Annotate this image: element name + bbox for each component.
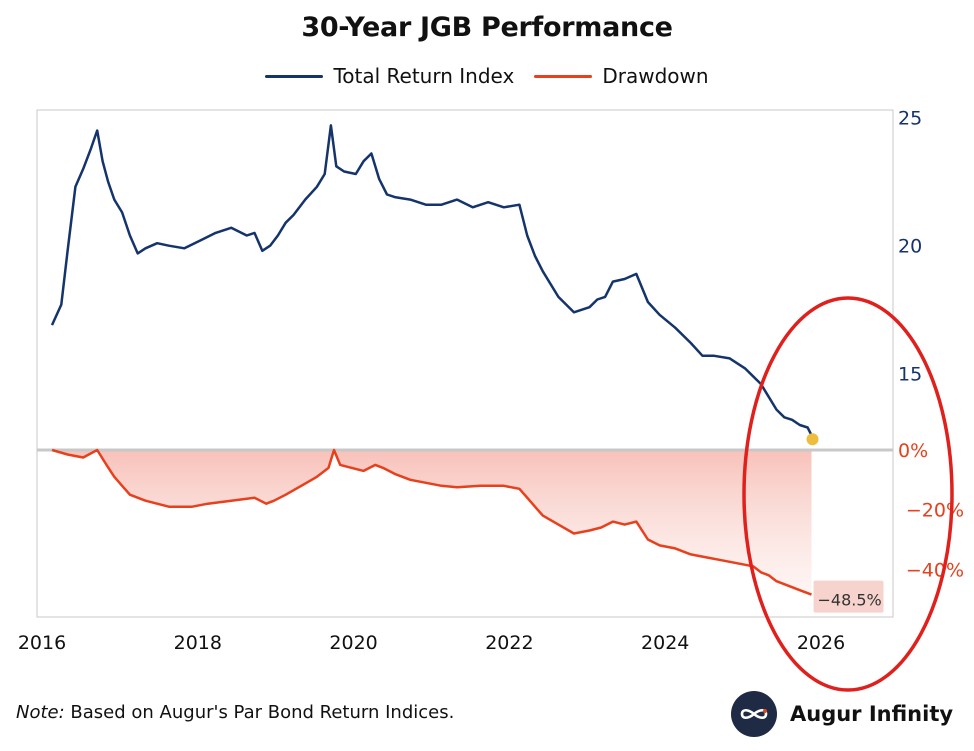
- infinity-icon: [731, 691, 777, 737]
- y-axis-top: 25 20 15: [898, 108, 922, 386]
- series-total-return-line: [50, 124, 813, 436]
- last-value-label-box: [813, 580, 884, 613]
- x-tick-label: 2022: [485, 632, 533, 654]
- y-tick-label-top: 15: [898, 364, 922, 386]
- x-tick-label: 2026: [797, 632, 845, 654]
- legend-swatch-total-return: [265, 74, 324, 78]
- x-tick-label: 2020: [329, 632, 377, 654]
- y-tick-label-bottom: −40%: [906, 559, 964, 581]
- series-drawdown-line: [51, 448, 812, 596]
- y-tick-label-bottom: −20%: [906, 500, 964, 522]
- x-tick-label: 2024: [641, 632, 689, 654]
- last-point-marker: [806, 433, 819, 446]
- plot-frame: [36, 109, 894, 618]
- annotation-circle: [742, 296, 954, 692]
- brand-logo: Augur Infinity: [730, 690, 953, 738]
- legend-label-total-return: Total Return Index: [333, 64, 515, 88]
- brand-name: Augur Infinity: [790, 702, 954, 726]
- note-text: Based on Augur's Par Bond Return Indices…: [70, 702, 455, 723]
- chart-legend: Total Return Index Drawdown: [0, 64, 974, 88]
- y-tick-label-top: 25: [898, 108, 922, 130]
- x-tick-label: 2016: [18, 632, 66, 654]
- note-label: Note:: [16, 702, 65, 723]
- x-axis: 2016 2018 2020 2022 2024 2026: [18, 632, 845, 654]
- x-tick-label: 2018: [174, 632, 222, 654]
- y-tick-label-bottom: 0%: [898, 440, 928, 462]
- legend-item-drawdown: Drawdown: [534, 64, 709, 88]
- footer-note: Note: Based on Augur's Par Bond Return I…: [16, 702, 454, 723]
- drawdown-area: [52, 450, 812, 595]
- y-axis-bottom: 0% −20% −40%: [898, 440, 964, 581]
- legend-label-drawdown: Drawdown: [602, 64, 709, 88]
- chart-title: 30-Year JGB Performance: [301, 12, 673, 43]
- last-value-label: −48.5%: [818, 591, 882, 610]
- legend-swatch-drawdown: [534, 74, 593, 78]
- y-tick-label-top: 20: [898, 236, 922, 258]
- legend-item-total-return: Total Return Index: [265, 64, 514, 88]
